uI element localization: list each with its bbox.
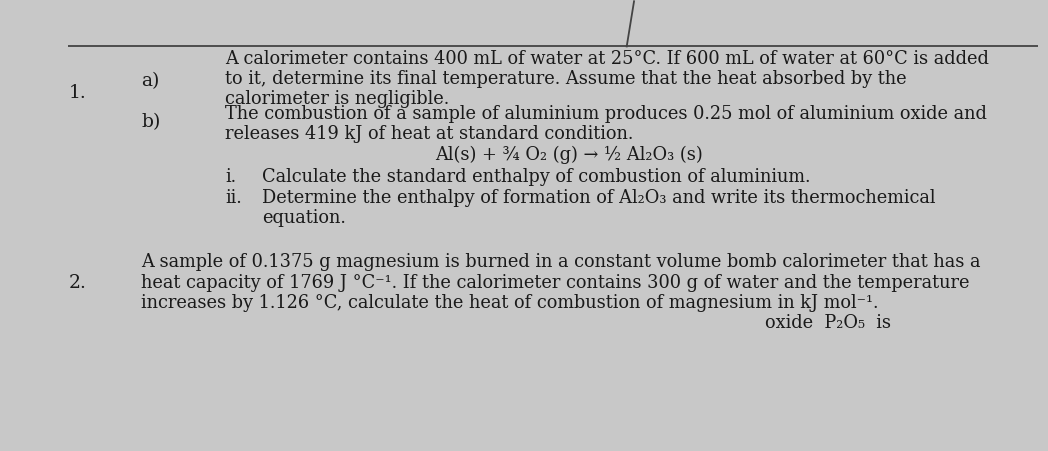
Text: A sample of 0.1375 g magnesium is burned in a constant volume bomb calorimeter t: A sample of 0.1375 g magnesium is burned… [141, 253, 981, 271]
Text: Calculate the standard enthalpy of combustion of aluminium.: Calculate the standard enthalpy of combu… [262, 168, 810, 186]
Text: The combustion of a sample of aluminium produces 0.25 mol of aluminium oxide and: The combustion of a sample of aluminium … [225, 105, 987, 123]
Text: to it, determine its final temperature. Assume that the heat absorbed by the: to it, determine its final temperature. … [225, 70, 907, 88]
Text: a): a) [141, 72, 160, 90]
Text: b): b) [141, 113, 160, 131]
Text: 1.: 1. [69, 83, 87, 101]
Text: equation.: equation. [262, 208, 346, 226]
Text: increases by 1.126 °C, calculate the heat of combustion of magnesium in kJ mol⁻¹: increases by 1.126 °C, calculate the hea… [141, 293, 879, 311]
Text: 2.: 2. [69, 273, 87, 291]
Text: Determine the enthalpy of formation of Al₂O₃ and write its thermochemical: Determine the enthalpy of formation of A… [262, 188, 936, 206]
Text: i.: i. [225, 168, 237, 186]
Text: A calorimeter contains 400 mL of water at 25°C. If 600 mL of water at 60°C is ad: A calorimeter contains 400 mL of water a… [225, 50, 989, 68]
Text: Al(s) + ¾ O₂ (g) → ½ Al₂O₃ (s): Al(s) + ¾ O₂ (g) → ½ Al₂O₃ (s) [435, 145, 702, 163]
Text: oxide  P₂O₅  is: oxide P₂O₅ is [765, 313, 891, 331]
Text: releases 419 kJ of heat at standard condition.: releases 419 kJ of heat at standard cond… [225, 125, 634, 143]
Text: ii.: ii. [225, 188, 242, 206]
Text: calorimeter is negligible.: calorimeter is negligible. [225, 90, 450, 108]
Text: heat capacity of 1769 J °C⁻¹. If the calorimeter contains 300 g of water and the: heat capacity of 1769 J °C⁻¹. If the cal… [141, 273, 970, 291]
